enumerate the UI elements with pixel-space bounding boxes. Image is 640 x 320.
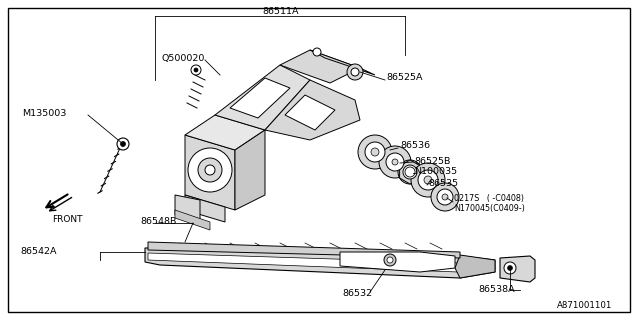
Ellipse shape — [120, 141, 125, 147]
Polygon shape — [185, 195, 225, 222]
Polygon shape — [185, 115, 265, 150]
Polygon shape — [235, 130, 265, 210]
Text: 86525A: 86525A — [386, 74, 422, 83]
Polygon shape — [185, 135, 235, 210]
Ellipse shape — [437, 189, 453, 205]
Ellipse shape — [405, 167, 415, 177]
Ellipse shape — [411, 163, 445, 197]
Text: 86532: 86532 — [342, 289, 372, 298]
Polygon shape — [500, 256, 535, 282]
Polygon shape — [148, 253, 458, 272]
Polygon shape — [148, 242, 460, 258]
Text: 86511A: 86511A — [262, 7, 298, 17]
Ellipse shape — [384, 254, 396, 266]
Text: A871001101: A871001101 — [557, 301, 612, 310]
Ellipse shape — [442, 194, 448, 200]
Polygon shape — [175, 195, 200, 220]
Polygon shape — [399, 160, 420, 184]
Ellipse shape — [508, 266, 513, 270]
Ellipse shape — [194, 68, 198, 72]
Ellipse shape — [398, 160, 422, 184]
Text: FRONT: FRONT — [52, 215, 83, 225]
Text: 86538A: 86538A — [478, 284, 515, 293]
Polygon shape — [310, 50, 375, 75]
Polygon shape — [285, 95, 335, 130]
Ellipse shape — [418, 170, 438, 190]
Ellipse shape — [386, 153, 404, 171]
Text: 86542A: 86542A — [20, 246, 56, 255]
Polygon shape — [340, 252, 455, 272]
Ellipse shape — [365, 142, 385, 162]
Polygon shape — [145, 248, 495, 278]
Ellipse shape — [504, 262, 516, 274]
Polygon shape — [230, 78, 290, 118]
Ellipse shape — [358, 135, 392, 169]
Ellipse shape — [379, 146, 411, 178]
Ellipse shape — [424, 176, 432, 184]
Polygon shape — [215, 65, 310, 130]
Polygon shape — [455, 255, 495, 278]
Ellipse shape — [403, 165, 417, 179]
Text: 86535: 86535 — [428, 180, 458, 188]
Ellipse shape — [392, 159, 398, 165]
Text: N170045(C0409-): N170045(C0409-) — [454, 204, 525, 212]
Ellipse shape — [351, 68, 359, 76]
Text: N100035: N100035 — [414, 167, 457, 177]
Text: 86536: 86536 — [400, 141, 430, 150]
Text: Q500020: Q500020 — [162, 53, 205, 62]
Ellipse shape — [191, 65, 201, 75]
Text: 0217S   ( -C0408): 0217S ( -C0408) — [454, 195, 524, 204]
Ellipse shape — [313, 48, 321, 56]
Ellipse shape — [117, 138, 129, 150]
Ellipse shape — [371, 148, 379, 156]
Text: 86548B: 86548B — [140, 218, 177, 227]
Polygon shape — [265, 80, 360, 140]
Ellipse shape — [387, 257, 393, 263]
Polygon shape — [175, 210, 210, 230]
Ellipse shape — [347, 64, 363, 80]
Ellipse shape — [431, 183, 459, 211]
Ellipse shape — [188, 148, 232, 192]
Ellipse shape — [198, 158, 222, 182]
Ellipse shape — [205, 165, 215, 175]
Text: 86525B: 86525B — [414, 156, 451, 165]
Text: M135003: M135003 — [22, 108, 67, 117]
Polygon shape — [280, 50, 360, 83]
